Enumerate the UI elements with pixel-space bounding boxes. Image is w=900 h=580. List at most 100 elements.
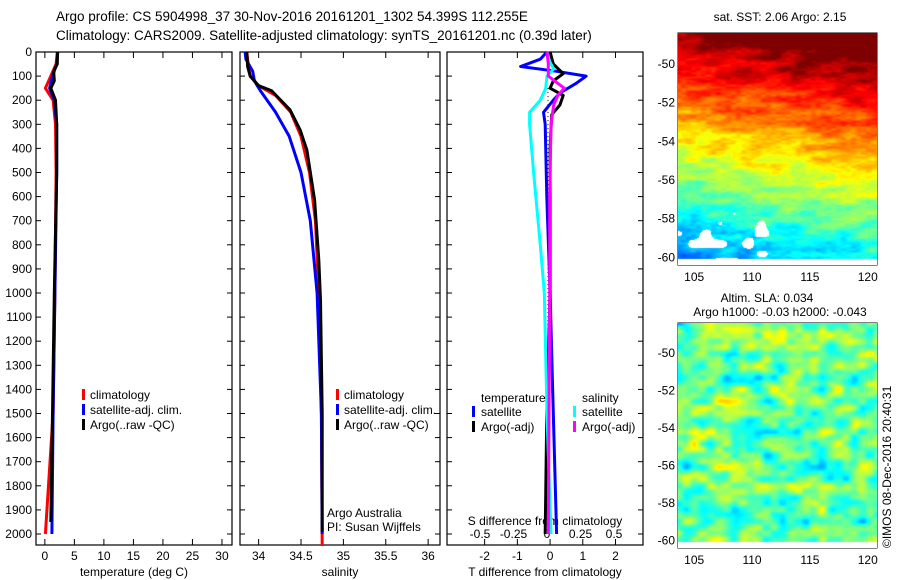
s-tick-label: -0.25 (500, 527, 528, 541)
x-tick-label: -1 (512, 549, 523, 563)
y-tick-label: 1200 (5, 334, 32, 348)
lat-tick-label: -60 (658, 250, 676, 264)
x-tick-label: 5 (71, 549, 78, 563)
legend-label: satellite-adj. clim. (90, 403, 182, 417)
x-tick-label: 35 (337, 549, 351, 563)
x-tick-label: 1 (579, 549, 586, 563)
sst-map-axes: 105 110 115 120 -50 -52 -54 -56 -58 -60 (658, 32, 878, 284)
legend-label: satellite (582, 405, 623, 419)
legend-swatch (472, 421, 475, 432)
legend-swatch (336, 404, 339, 415)
y-tick-label: 900 (12, 262, 32, 276)
x-axis-label: salinity (322, 565, 359, 579)
x-tick-label: 20 (156, 549, 170, 563)
lon-tick-label: 115 (800, 270, 819, 284)
sla-map-axes: 105 110 115 120 -50 -52 -54 -56 -58 -60 (658, 322, 878, 567)
title-line-2: Climatology: CARS2009. Satellite-adjuste… (56, 28, 592, 43)
legend-swatch (472, 406, 475, 417)
legend-label: Argo(-adj) (481, 420, 534, 434)
plot-frame (35, 51, 233, 546)
y-tick-label: 100 (12, 69, 32, 83)
legend-swatch (82, 404, 85, 415)
y-tick-label: 400 (12, 141, 32, 155)
legend-label: climatology (90, 388, 150, 402)
y-tick-label: 1300 (5, 358, 32, 372)
y-tick-label: 0 (25, 45, 32, 59)
y-tick-label: 1400 (5, 382, 32, 396)
x-tick-label: 34 (252, 549, 266, 563)
credit-text: ©IMOS 08-Dec-2016 20:40:31 (880, 385, 894, 548)
lon-tick-label: 120 (858, 270, 878, 284)
y-tick-label: 1000 (5, 286, 32, 300)
annotation-text: PI: Susan Wijffels (327, 520, 421, 534)
x-axis-label: temperature (deg C) (80, 565, 188, 579)
y-tick-label: 1700 (5, 455, 32, 469)
sla-map-title-2: Argo h1000: -0.03 h2000: -0.043 (693, 305, 867, 319)
x-tick-label: 0 (42, 549, 49, 563)
legend-swatch (336, 419, 339, 430)
legend-label: satellite-adj. clim. (344, 403, 436, 417)
y-tick-label: 2000 (5, 527, 32, 541)
y-tick-label: 1100 (6, 310, 32, 324)
annotation-text: Argo Australia (327, 506, 402, 520)
lat-tick-label: -52 (658, 384, 676, 398)
lat-tick-label: -50 (658, 57, 676, 71)
sst-map-title: sat. SST: 2.06 Argo: 2.15 (714, 10, 847, 24)
lat-tick-label: -58 (658, 496, 676, 510)
x-tick-label: 30 (215, 549, 229, 563)
series-line-s-satellite (528, 51, 556, 535)
x-axis-label: T difference from climatology (468, 565, 622, 579)
s-tick-label: 0 (544, 527, 551, 541)
legend-title: salinity (582, 391, 619, 405)
x-tick-label: 35.5 (374, 549, 398, 563)
lon-tick-label: 110 (742, 553, 761, 567)
lon-tick-label: 115 (800, 553, 819, 567)
lat-tick-label: -54 (658, 421, 676, 435)
x-tick-label: 25 (186, 549, 200, 563)
s-tick-label: -0.5 (470, 527, 491, 541)
legend-swatch (573, 406, 576, 417)
s-tick-label: 0.5 (606, 527, 623, 541)
y-tick-label: 300 (12, 117, 32, 131)
panel-temperature: 0100200300400500600700800900100011001200… (5, 45, 233, 579)
y-tick-label: 1600 (5, 431, 32, 445)
sla-map-title-1: Altim. SLA: 0.034 (721, 291, 814, 305)
legend-swatch (336, 389, 339, 400)
x-tick-label: 10 (97, 549, 111, 563)
series-line-argo-raw-qc- (245, 51, 324, 532)
s-tick-label: 0.25 (569, 527, 593, 541)
plot-frame (239, 51, 441, 546)
lat-tick-label: -52 (658, 96, 676, 110)
lat-tick-label: -58 (658, 212, 676, 226)
legend-label: Argo(-adj) (582, 420, 635, 434)
legend-label: Argo(..raw -QC) (344, 418, 429, 432)
panel-difference: -2 -1 0 1 2 T difference from climatology -0.5… (446, 50, 644, 579)
legend-label: satellite (481, 405, 522, 419)
x-tick-label: 34.5 (289, 549, 313, 563)
y-tick-label: 600 (12, 190, 32, 204)
x-tick-label: 2 (612, 549, 619, 563)
x-tick-label: 36 (421, 549, 435, 563)
sst-map (678, 33, 877, 265)
x-tick-label: 0 (547, 549, 554, 563)
lat-tick-label: -56 (658, 173, 676, 187)
x-tick-label: 15 (127, 549, 141, 563)
y-tick-label: 700 (12, 214, 32, 228)
lat-tick-label: -50 (658, 346, 676, 360)
panel-salinity: 34 34.5 35 35.5 36 salinity climatologysatelli… (239, 51, 441, 579)
lon-tick-label: 110 (742, 270, 761, 284)
sla-map (678, 323, 877, 548)
legend-swatch (573, 421, 576, 432)
y-tick-label: 1800 (5, 479, 32, 493)
legend-label: Argo(..raw -QC) (90, 418, 175, 432)
legend-swatch (82, 389, 85, 400)
lat-tick-label: -54 (658, 134, 676, 148)
y-tick-label: 200 (12, 93, 32, 107)
legend-label: climatology (344, 388, 404, 402)
legend-title: temperature (481, 391, 546, 405)
y-tick-label: 500 (12, 166, 32, 180)
x-tick-label: -2 (479, 549, 490, 563)
series-line-s-argo-adj- (545, 51, 566, 535)
